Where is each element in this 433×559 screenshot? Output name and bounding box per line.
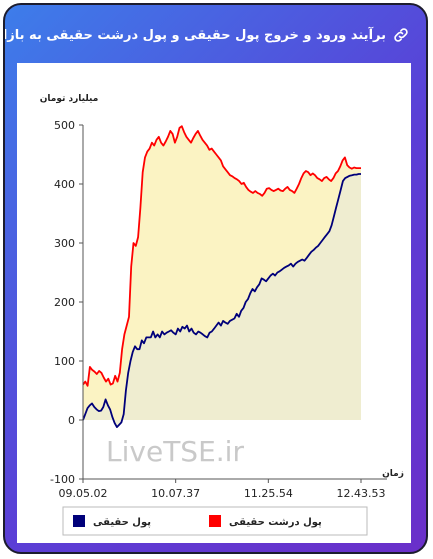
y-tick-label: 200 bbox=[54, 296, 75, 309]
link-icon[interactable] bbox=[392, 26, 410, 44]
series-line-1 bbox=[82, 125, 361, 387]
y-tick-label: -100 bbox=[50, 473, 75, 486]
legend: پول حقیقی پول درشت حقیقی bbox=[62, 506, 368, 536]
y-tick-label: 400 bbox=[54, 178, 75, 191]
y-tick-label: 100 bbox=[54, 355, 75, 368]
x-axis-label: زمان bbox=[382, 469, 404, 479]
legend-label: پول درشت حقیقی bbox=[229, 517, 322, 528]
legend-swatch bbox=[209, 515, 221, 527]
y-axis-label: میلیارد تومان bbox=[40, 94, 99, 104]
x-tick-label: 09.05.02 bbox=[59, 487, 108, 500]
chart-svg: -100 0 100 200 300 400 500 09.05.02 10.07.37 11.2… bbox=[40, 94, 404, 536]
x-tick-label: 12.43.53 bbox=[337, 487, 386, 500]
chart-panel: -100 0 100 200 300 400 500 09.05.02 10.07.37 11.2… bbox=[17, 63, 411, 543]
y-tick-label: 500 bbox=[54, 119, 75, 132]
watermark: LiveTSE.ir bbox=[106, 435, 244, 468]
y-tick-label: 0 bbox=[68, 414, 75, 427]
card-header: برآیند ورود و خروج پول حقیقی و پول درشت … bbox=[5, 5, 426, 65]
legend-swatch bbox=[73, 515, 85, 527]
x-tick-label: 10.07.37 bbox=[151, 487, 200, 500]
y-tick-label: 300 bbox=[54, 237, 75, 250]
legend-label: پول حقیقی bbox=[93, 517, 151, 528]
series-line-2 bbox=[82, 173, 361, 428]
series-area-2 bbox=[83, 174, 361, 428]
chart-card: برآیند ورود و خروج پول حقیقی و پول درشت … bbox=[3, 3, 428, 554]
chart-title: برآیند ورود و خروج پول حقیقی و پول درشت … bbox=[3, 27, 386, 43]
x-tick-label: 11.25.54 bbox=[244, 487, 293, 500]
